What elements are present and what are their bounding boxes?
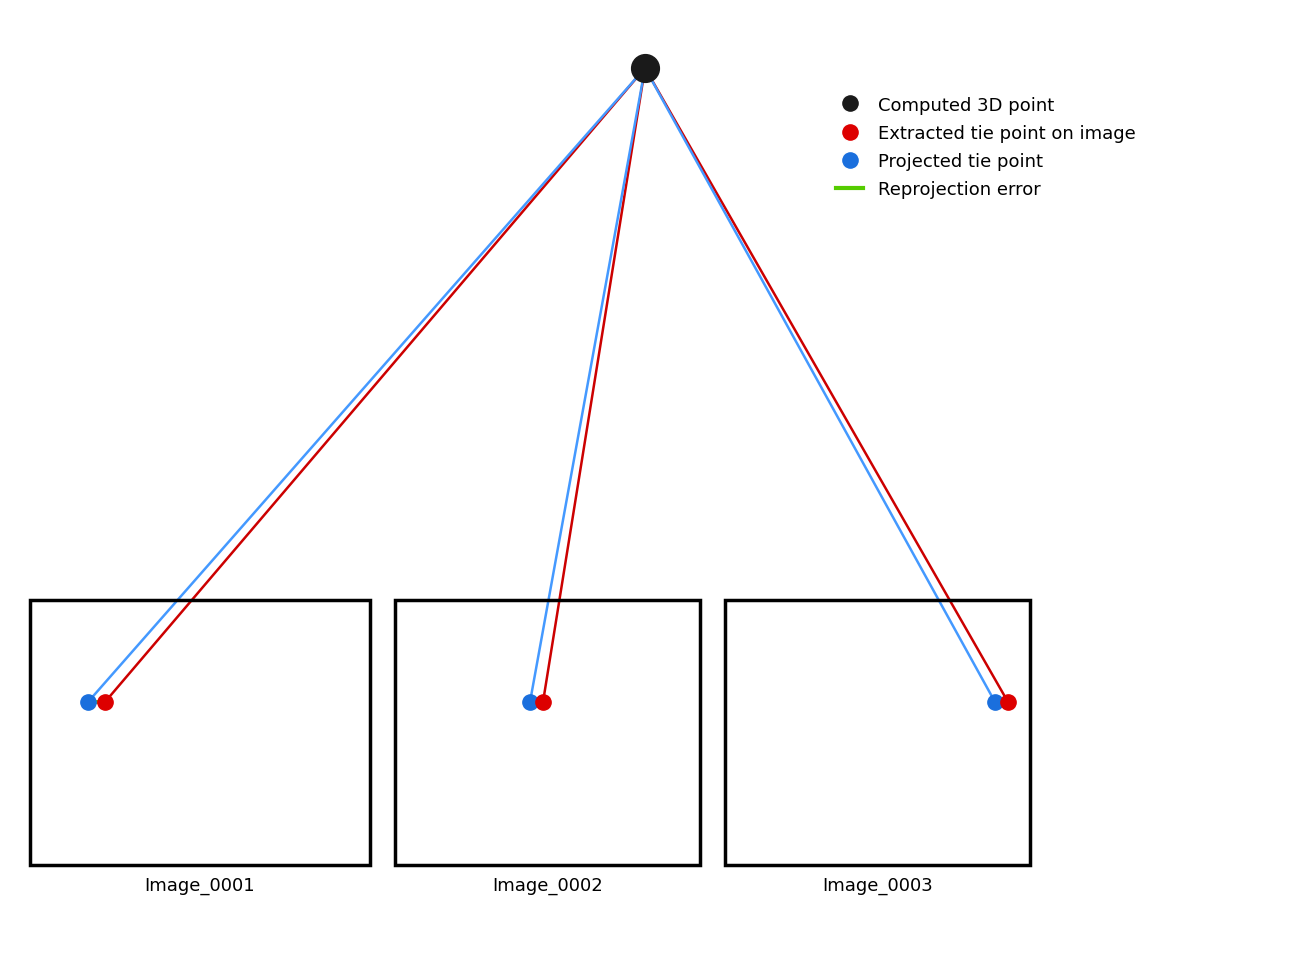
Text: Image_0003: Image_0003 bbox=[822, 877, 933, 895]
Text: Image_0002: Image_0002 bbox=[492, 877, 603, 895]
Text: Image_0001: Image_0001 bbox=[145, 877, 256, 895]
Legend: Computed 3D point, Extracted tie point on image, Projected tie point, Reprojecti: Computed 3D point, Extracted tie point o… bbox=[829, 89, 1143, 206]
Bar bbox=[726, 600, 1030, 865]
Bar bbox=[395, 600, 700, 865]
Bar bbox=[30, 600, 371, 865]
